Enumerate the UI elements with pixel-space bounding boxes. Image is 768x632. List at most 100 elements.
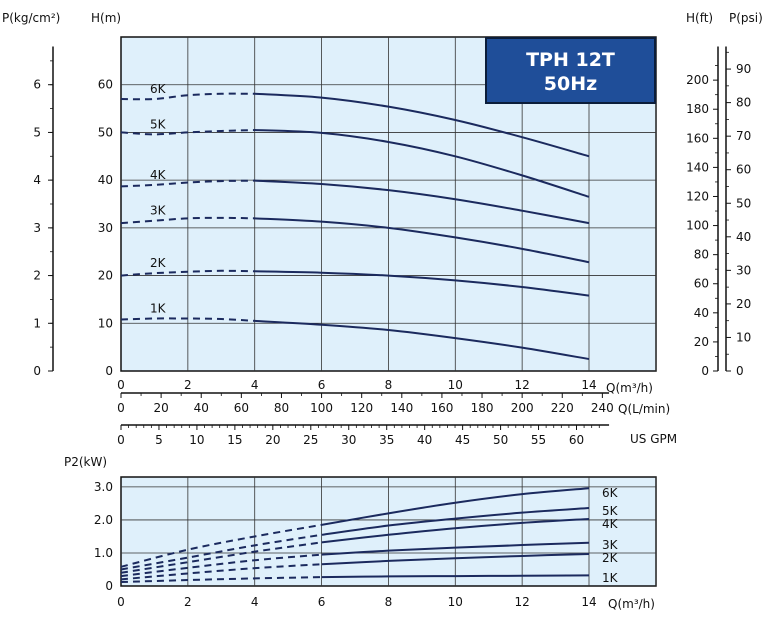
power-axis-title: P2(kW) xyxy=(64,455,107,469)
ft-tick-label: 180 xyxy=(686,102,709,116)
power-curve-3k xyxy=(321,541,590,556)
flow-lmin-axis-title: Q(L/min) xyxy=(618,402,670,416)
kgcm2-tick-label: 1 xyxy=(33,316,41,330)
power-curve-dashed-1k xyxy=(120,576,322,584)
gpm-tick-label: 20 xyxy=(265,433,280,447)
head-curve-dashed-4k xyxy=(120,179,255,188)
psi-tick-label: 60 xyxy=(736,163,751,177)
head-curve-2k xyxy=(254,270,590,297)
lmin-tick-label: 220 xyxy=(551,401,574,415)
lmin-tick-label: 0 xyxy=(117,401,125,415)
head-series-label: 1K xyxy=(150,302,167,316)
power-series-label: 5K xyxy=(602,504,619,518)
ft-tick-label: 0 xyxy=(701,364,709,378)
gpm-tick-label: 5 xyxy=(155,433,163,447)
flow-x-tick-label: 0 xyxy=(117,378,125,392)
left-outer-axis-title: P(kg/cm²) xyxy=(2,11,60,25)
kgcm2-tick-label: 0 xyxy=(33,364,41,378)
power-x-tick-label: 2 xyxy=(184,595,192,609)
head-y-tick-label: 60 xyxy=(98,78,113,92)
psi-tick-label: 30 xyxy=(736,263,751,277)
lmin-tick-label: 80 xyxy=(274,401,289,415)
ft-tick-label: 200 xyxy=(686,73,709,87)
ft-tick-label: 100 xyxy=(686,219,709,233)
flow-x-tick-label: 14 xyxy=(581,378,596,392)
gpm-tick-label: 55 xyxy=(531,433,546,447)
kgcm2-tick-label: 5 xyxy=(33,125,41,139)
head-y-tick-label: 10 xyxy=(98,316,113,330)
gpm-tick-label: 45 xyxy=(455,433,470,447)
power-series-label: 1K xyxy=(602,571,619,585)
power-curve-1k xyxy=(321,574,590,579)
head-m-axis-title: H(m) xyxy=(91,11,121,25)
power-curve-dashed-5k xyxy=(120,533,322,571)
flow-x-tick-label: 10 xyxy=(448,378,463,392)
ft-tick-label: 80 xyxy=(694,248,709,262)
power-curve-2k xyxy=(321,552,590,566)
lmin-tick-label: 60 xyxy=(234,401,249,415)
power-curve-dashed-4k xyxy=(120,541,322,574)
head-series-label: 5K xyxy=(150,117,167,131)
gpm-tick-label: 50 xyxy=(493,433,508,447)
gpm-tick-label: 40 xyxy=(417,433,432,447)
flow-x-tick-label: 6 xyxy=(318,378,326,392)
power-curve-dashed-6k xyxy=(120,523,322,568)
power-x-tick-label: 10 xyxy=(448,595,463,609)
head-y-tick-label: 50 xyxy=(98,125,113,139)
power-flow-axis-title: Q(m³/h) xyxy=(608,597,655,611)
head-curve-dashed-3k xyxy=(120,216,255,225)
head-y-tick-label: 30 xyxy=(98,221,113,235)
power-x-tick-label: 14 xyxy=(581,595,596,609)
power-x-tick-label: 4 xyxy=(251,595,259,609)
psi-axis-title: P(psi) xyxy=(729,11,763,25)
power-y-tick-label: 1.0 xyxy=(94,546,113,560)
psi-tick-label: 90 xyxy=(736,62,751,76)
head-y-tick-label: 20 xyxy=(98,269,113,283)
head-curve-dashed-1k xyxy=(120,317,255,322)
gpm-tick-label: 10 xyxy=(189,433,204,447)
power-x-tick-label: 6 xyxy=(318,595,326,609)
chart-title: TPH 12T xyxy=(526,49,615,71)
ft-tick-label: 160 xyxy=(686,131,709,145)
psi-tick-label: 40 xyxy=(736,230,751,244)
power-series-label: 6K xyxy=(602,486,619,500)
power-curve-dashed-2k xyxy=(120,563,322,581)
lmin-tick-label: 240 xyxy=(591,401,614,415)
kgcm2-tick-label: 3 xyxy=(33,221,41,235)
head-curve-dashed-2k xyxy=(120,269,255,277)
flow-m3h-axis-title: Q(m³/h) xyxy=(606,381,653,395)
head-curve-1k xyxy=(254,319,590,361)
power-series-label: 2K xyxy=(602,551,619,565)
chart-subtitle: 50Hz xyxy=(543,73,598,95)
head-series-label: 2K xyxy=(150,256,167,270)
kgcm2-tick-label: 2 xyxy=(33,269,41,283)
flow-x-tick-label: 12 xyxy=(515,378,530,392)
head-y-tick-label: 0 xyxy=(105,364,113,378)
lmin-tick-label: 160 xyxy=(430,401,453,415)
power-curve-dashed-3k xyxy=(120,553,322,578)
head-curve-dashed-5k xyxy=(120,129,255,136)
psi-tick-label: 80 xyxy=(736,96,751,110)
gpm-tick-label: 0 xyxy=(117,433,125,447)
psi-tick-label: 20 xyxy=(736,297,751,311)
power-x-tick-label: 8 xyxy=(385,595,393,609)
kgcm2-tick-label: 6 xyxy=(33,78,41,92)
power-curve-5k xyxy=(321,507,590,536)
lmin-tick-label: 140 xyxy=(390,401,413,415)
head-ft-axis-title: H(ft) xyxy=(686,11,713,25)
power-curve-4k xyxy=(321,517,590,544)
lmin-tick-label: 180 xyxy=(471,401,494,415)
ft-tick-label: 20 xyxy=(694,335,709,349)
head-series-label: 3K xyxy=(150,204,167,218)
head-curve-3k xyxy=(254,217,590,264)
power-x-tick-label: 12 xyxy=(515,595,530,609)
head-curve-6k xyxy=(254,92,590,158)
gpm-tick-label: 30 xyxy=(341,433,356,447)
psi-tick-label: 50 xyxy=(736,196,751,210)
head-series-label: 6K xyxy=(150,82,167,96)
ft-tick-label: 60 xyxy=(694,277,709,291)
head-y-tick-label: 40 xyxy=(98,173,113,187)
psi-tick-label: 0 xyxy=(736,364,744,378)
